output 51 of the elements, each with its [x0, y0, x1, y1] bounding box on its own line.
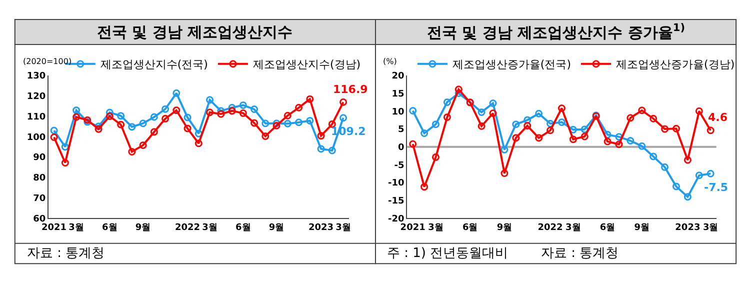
y-tick-label: 70 — [33, 194, 46, 204]
x-tick-label: 2021 — [400, 223, 426, 234]
y-tick-label: 110 — [26, 112, 46, 122]
y-tick-label: 60 — [33, 214, 46, 224]
legend-label: 제조업생산지수(전국) — [100, 58, 208, 72]
chart-title: 전국 및 경남 제조업생산지수 — [97, 23, 293, 41]
data-label: -7.5 — [704, 181, 728, 194]
data-label: 116.9 — [333, 83, 368, 96]
x-tick-label: 2022 — [175, 223, 200, 234]
text: 자료 : 통계청 — [27, 246, 105, 261]
legend-label: 제조업생산증가율(전국) — [452, 58, 572, 72]
y-tick-label: 90 — [33, 153, 46, 164]
y-tick-label: -15 — [388, 196, 404, 207]
text: 주 : 1) 전년동월대비 — [387, 246, 508, 261]
x-tick-label: 6월 — [102, 223, 118, 234]
x-tick-label: 2023 — [308, 223, 334, 234]
y-tick-label: 0 — [398, 142, 404, 153]
y-tick-label: -10 — [388, 178, 404, 189]
x-tick-label: 3월 — [428, 223, 444, 234]
x-tick-label: 2023 — [675, 223, 700, 234]
x-tick-label: 3월 — [68, 223, 84, 234]
x-tick-label: 2021 — [42, 223, 67, 234]
y-tick-label: -5 — [394, 160, 404, 171]
x-tick-label: 9월 — [496, 223, 512, 234]
y-tick-label: 80 — [33, 174, 46, 184]
y-tick-label: 20 — [392, 72, 404, 82]
x-tick-label: 3월 — [702, 223, 718, 234]
x-tick-label: 6월 — [462, 223, 478, 234]
x-tick-label: 9월 — [634, 223, 650, 234]
x-tick-label: 2022 — [538, 223, 563, 234]
x-tick-label: 3월 — [202, 223, 218, 234]
y-tick-label: 10 — [392, 107, 404, 118]
text: (2020=100) — [23, 57, 72, 66]
x-tick-label: 3월 — [336, 223, 351, 234]
chart-title: 전국 및 경남 제조업생산지수 증가율$^{1)}$ — [427, 22, 685, 42]
y-tick-label: 15 — [392, 89, 404, 100]
data-label: 4.6 — [708, 111, 728, 124]
legend-label: 제조업생산지수(경남) — [252, 58, 361, 72]
y-tick-label: 100 — [26, 132, 46, 143]
text: (%) — [383, 57, 397, 66]
y-tick-label: 130 — [26, 72, 46, 82]
text: 자료 : 통계청 — [541, 246, 619, 261]
x-tick-label: 6월 — [600, 223, 616, 234]
y-tick-label: -20 — [388, 214, 404, 224]
x-tick-label: 9월 — [268, 223, 284, 234]
y-tick-label: 120 — [26, 92, 46, 102]
x-tick-label: 9월 — [135, 223, 151, 234]
x-tick-label: 3월 — [566, 223, 581, 234]
y-tick-label: 5 — [398, 125, 404, 136]
legend-label: 제조업생산증가율(경남) — [616, 58, 735, 72]
x-tick-label: 6월 — [236, 223, 251, 234]
